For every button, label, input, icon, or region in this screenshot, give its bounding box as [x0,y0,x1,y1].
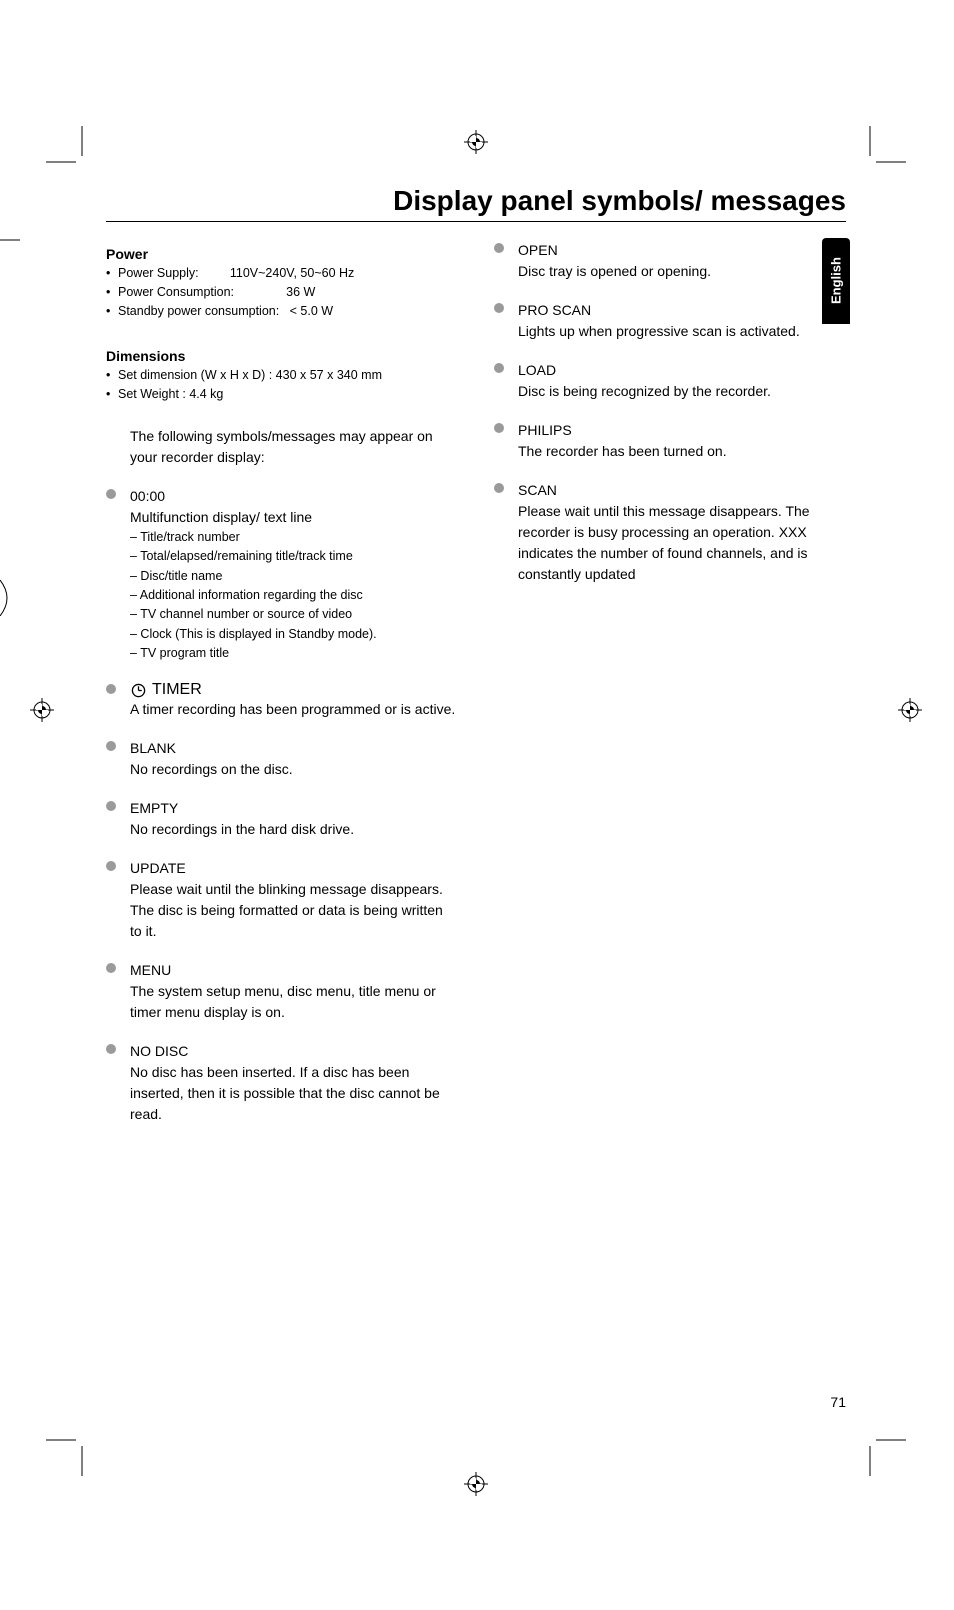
registration-mark-icon [464,1472,488,1496]
spec-line: Set dimension (W x H x D) : 430 x 57 x 3… [106,366,458,385]
registration-mark-icon [898,698,922,722]
spec-line: Standby power consumption: < 5.0 W [106,302,458,321]
sub-item: – Disc/title name [130,567,458,586]
spec-line: Power Consumption: 36 W [106,283,458,302]
entry-title: OPEN [518,240,846,261]
bullet-icon [106,963,116,973]
entry-desc: Please wait until this message disappear… [518,501,846,585]
bullet-icon [494,303,504,313]
bullet-icon [494,243,504,253]
bullet-icon [106,1044,116,1054]
entry-desc: The system setup menu, disc menu, title … [130,981,458,1023]
sub-item: – Additional information regarding the d… [130,586,458,605]
registration-mark-icon [30,698,54,722]
crop-mark-icon [0,237,20,243]
sub-item: – TV channel number or source of video [130,605,458,624]
crop-mark-icon [46,126,90,170]
message-entry: UPDATEPlease wait until the blinking mes… [106,858,458,942]
intro-text: The following symbols/messages may appea… [130,426,458,468]
sub-item: – Clock (This is displayed in Standby mo… [130,625,458,644]
entry-title: PHILIPS [518,420,846,441]
sub-item: – Total/elapsed/remaining title/track ti… [130,547,458,566]
spec-line: Set Weight : 4.4 kg [106,385,458,404]
entry-desc: Disc tray is opened or opening. [518,261,846,282]
bullet-icon [106,489,116,499]
entry-desc: No recordings on the disc. [130,759,458,780]
entry-title: MENU [130,960,458,981]
entry-title: NO DISC [130,1041,458,1062]
message-entry: BLANKNo recordings on the disc. [106,738,458,780]
entry-title: SCAN [518,480,846,501]
crop-mark-icon [0,580,14,616]
left-column: Power Power Supply: 110V~240V, 50~60 HzP… [106,240,458,1143]
message-entry: 00:00 Multifunction display/ text line– … [106,486,458,664]
entry-desc: The recorder has been turned on. [518,441,846,462]
message-entry: MENUThe system setup menu, disc menu, ti… [106,960,458,1023]
page-content: Display panel symbols/ messages Power Po… [106,185,846,1143]
right-column: OPENDisc tray is opened or opening. PRO S… [494,240,846,1143]
bullet-icon [494,483,504,493]
crop-mark-icon [862,126,906,170]
bullet-icon [106,861,116,871]
message-entry: SCANPlease wait until this message disap… [494,480,846,585]
message-entry: EMPTYNo recordings in the hard disk driv… [106,798,458,840]
message-entry: OPENDisc tray is opened or opening. [494,240,846,282]
entry-desc: Lights up when progressive scan is activ… [518,321,846,342]
crop-mark-icon [46,1432,90,1476]
entry-desc: No recordings in the hard disk drive. [130,819,458,840]
entry-desc: Disc is being recognized by the recorder… [518,381,846,402]
entry-title: PRO SCAN [518,300,846,321]
power-heading: Power [106,246,458,262]
dimensions-heading: Dimensions [106,348,458,364]
entry-desc: Multifunction display/ text line [130,507,458,528]
entry-title: UPDATE [130,858,458,879]
registration-mark-icon [464,130,488,154]
entry-desc: A timer recording has been programmed or… [130,699,458,720]
entry-title: 00:00 [130,486,458,507]
entry-desc: Please wait until the blinking message d… [130,879,458,942]
sub-item: – Title/track number [130,528,458,547]
timer-icon [130,682,146,698]
bullet-icon [494,363,504,373]
message-entry: TIMERA timer recording has been programm… [106,681,458,720]
crop-mark-icon [862,1432,906,1476]
bullet-icon [106,684,116,694]
page-title: Display panel symbols/ messages [106,185,846,222]
entry-title: TIMER [130,681,458,699]
message-entry: NO DISCNo disc has been inserted. If a d… [106,1041,458,1125]
bullet-icon [106,801,116,811]
message-entry: PHILIPSThe recorder has been turned on. [494,420,846,462]
spec-line: Power Supply: 110V~240V, 50~60 Hz [106,264,458,283]
sub-item: – TV program title [130,644,458,663]
message-entry: PRO SCANLights up when progressive scan … [494,300,846,342]
entry-title: EMPTY [130,798,458,819]
entry-title: BLANK [130,738,458,759]
bullet-icon [106,741,116,751]
message-entry: LOADDisc is being recognized by the reco… [494,360,846,402]
bullet-icon [494,423,504,433]
entry-desc: No disc has been inserted. If a disc has… [130,1062,458,1125]
entry-title: LOAD [518,360,846,381]
page-number: 71 [830,1394,846,1410]
